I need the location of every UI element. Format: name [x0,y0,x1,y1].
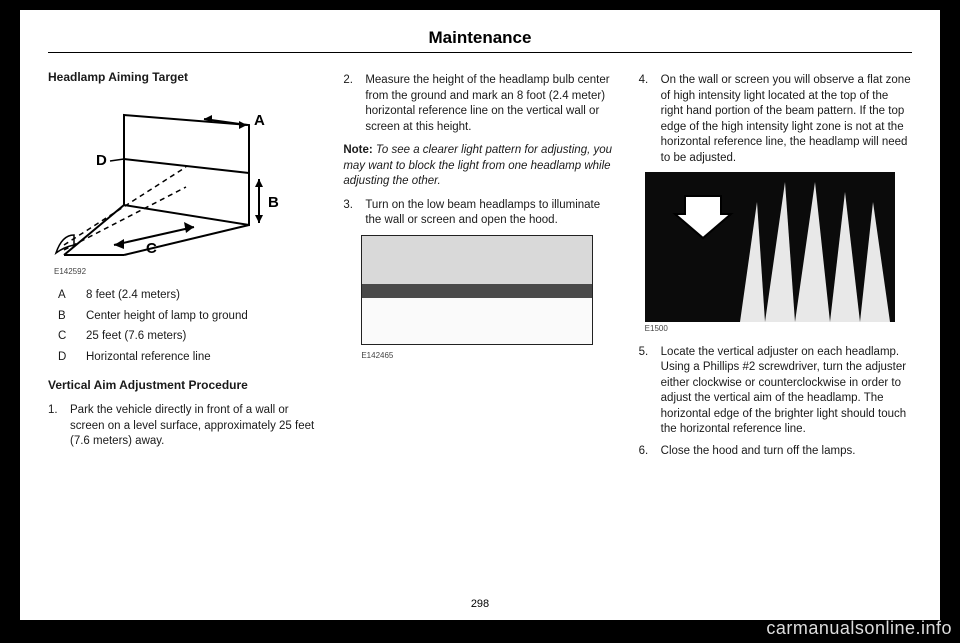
label-A: A [254,112,265,129]
step-number: 2. [343,73,355,135]
steps-col3b: 5. Locate the vertical adjuster on each … [639,345,912,460]
legend-row: C 25 feet (7.6 meters) [58,329,321,345]
steps-col1: 1. Park the vehicle directly in front of… [48,403,321,450]
beam-upper [362,236,592,284]
step-text: Park the vehicle directly in front of a … [70,403,321,450]
label-B: B [268,194,279,211]
label-D: D [96,152,107,169]
divider [48,52,912,53]
aiming-diagram-svg: A B C D [54,95,284,265]
figure-caption-1: E142592 [54,267,321,278]
step-3: 3. Turn on the low beam headlamps to ill… [343,198,616,229]
step-number: 5. [639,345,651,438]
adjust-svg [645,172,895,322]
page-number: 298 [20,598,940,610]
figure-adjust: E1500 [645,172,912,335]
note-lead: Note: [343,144,372,156]
legend-key: D [58,350,72,366]
step-text: Close the hood and turn off the lamps. [661,444,856,460]
step-text: Locate the vertical adjuster on each hea… [661,345,912,438]
legend-row: D Horizontal reference line [58,350,321,366]
manual-page: Maintenance Headlamp Aiming Target [20,10,940,620]
figure-caption-3: E1500 [645,324,912,335]
figure-caption-2: E142465 [361,351,616,362]
legend-value: Center height of lamp to ground [86,309,248,325]
legend-list: A 8 feet (2.4 meters) B Center height of l… [58,288,321,365]
heading-aiming-target: Headlamp Aiming Target [48,69,321,85]
column-2: 2. Measure the height of the headlamp bu… [343,67,616,466]
chapter-title: Maintenance [48,28,912,48]
step-4: 4. On the wall or screen you will observ… [639,73,912,166]
legend-value: Horizontal reference line [86,350,211,366]
step-number: 1. [48,403,60,450]
figure-aiming-target: A B C D E142592 [54,95,321,278]
heading-vertical-aim: Vertical Aim Adjustment Procedure [48,377,321,393]
steps-col2b: 3. Turn on the low beam headlamps to ill… [343,198,616,229]
step-text: On the wall or screen you will observe a… [661,73,912,166]
watermark: carmanualsonline.info [766,618,952,639]
step-2: 2. Measure the height of the headlamp bu… [343,73,616,135]
beam-pattern-box [361,235,593,345]
steps-col2a: 2. Measure the height of the headlamp bu… [343,73,616,135]
legend-row: B Center height of lamp to ground [58,309,321,325]
column-1: Headlamp Aiming Target [48,67,321,466]
steps-col3a: 4. On the wall or screen you will observ… [639,73,912,166]
step-1: 1. Park the vehicle directly in front of… [48,403,321,450]
note: Note: To see a clearer light pattern for… [343,143,616,190]
legend-value: 8 feet (2.4 meters) [86,288,180,304]
legend-key: B [58,309,72,325]
step-text: Turn on the low beam headlamps to illumi… [365,198,616,229]
step-number: 4. [639,73,651,166]
label-C: C [146,240,157,257]
legend-value: 25 feet (7.6 meters) [86,329,186,345]
step-number: 3. [343,198,355,229]
legend-row: A 8 feet (2.4 meters) [58,288,321,304]
step-number: 6. [639,444,651,460]
column-3: 4. On the wall or screen you will observ… [639,67,912,466]
step-6: 6. Close the hood and turn off the lamps… [639,444,912,460]
figure-beam-pattern: E142465 [361,235,616,362]
legend-key: C [58,329,72,345]
legend-key: A [58,288,72,304]
step-5: 5. Locate the vertical adjuster on each … [639,345,912,438]
note-body: To see a clearer light pattern for adjus… [343,144,612,187]
columns: Headlamp Aiming Target [48,67,912,466]
beam-band [362,284,592,298]
step-text: Measure the height of the headlamp bulb … [365,73,616,135]
